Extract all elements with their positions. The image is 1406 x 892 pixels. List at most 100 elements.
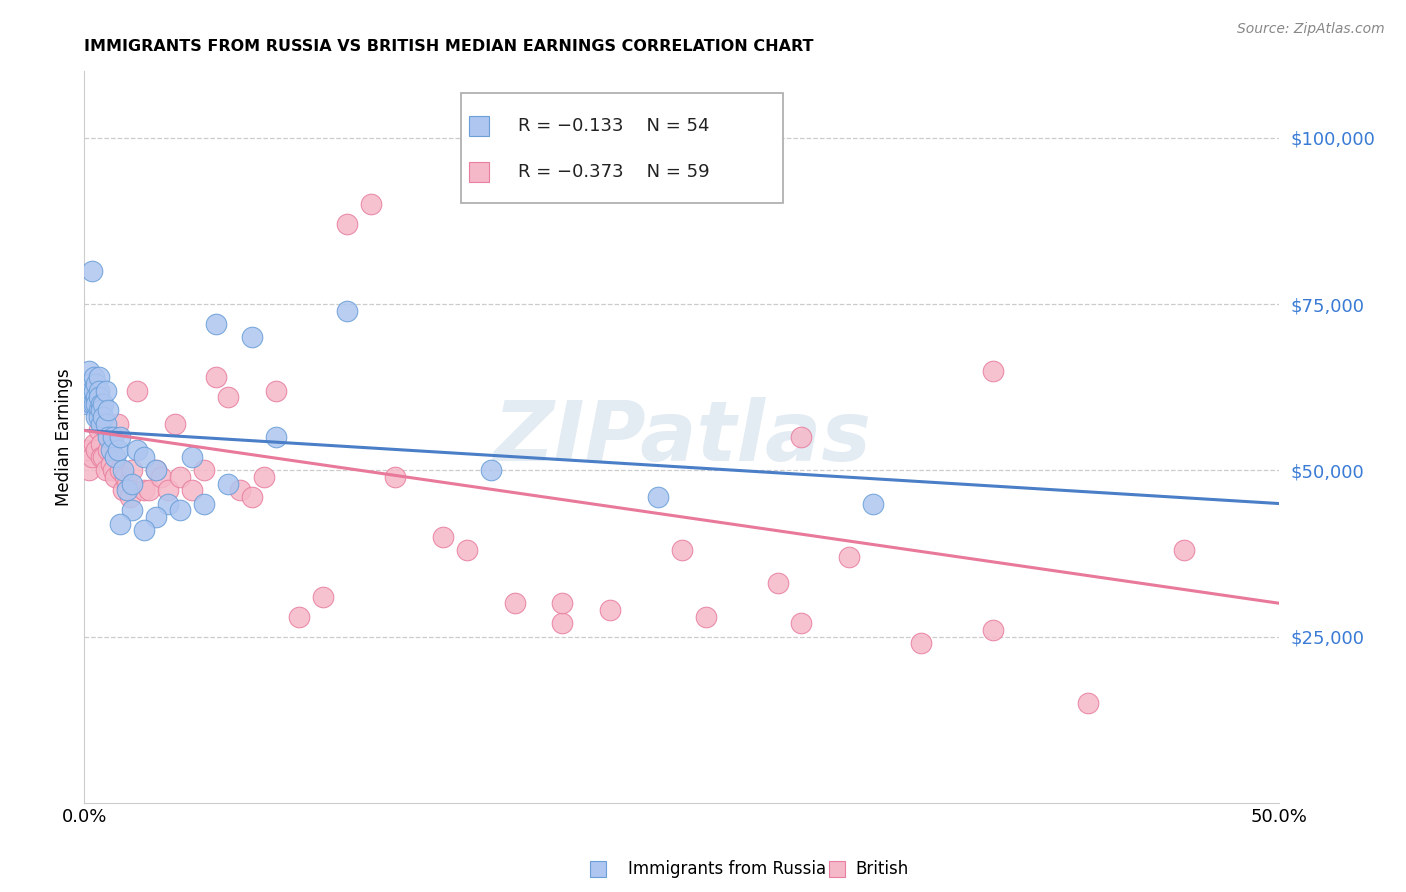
Point — [101, 430, 124, 444]
Point — [83, 384, 105, 398]
Point — [97, 403, 120, 417]
Point — [157, 483, 180, 498]
Point — [86, 390, 108, 404]
Point — [117, 483, 139, 498]
Point — [169, 470, 191, 484]
Point — [94, 463, 117, 477]
Point — [90, 403, 112, 417]
Point — [312, 590, 335, 604]
Point — [121, 463, 143, 477]
Point — [181, 483, 204, 498]
Point — [695, 609, 717, 624]
Point — [217, 390, 239, 404]
Point — [456, 543, 478, 558]
Point — [77, 463, 100, 477]
Point — [145, 463, 167, 477]
Point — [205, 317, 228, 331]
Point — [90, 450, 112, 464]
Point — [790, 616, 813, 631]
Point — [1077, 696, 1099, 710]
Point — [100, 443, 122, 458]
Point — [86, 376, 108, 391]
Point — [86, 410, 108, 425]
Point — [94, 417, 117, 431]
Text: ZIPatlas: ZIPatlas — [494, 397, 870, 477]
Point — [87, 370, 110, 384]
Point — [384, 470, 406, 484]
Point — [83, 397, 105, 411]
Point — [981, 623, 1004, 637]
Point — [503, 596, 526, 610]
Point — [240, 490, 263, 504]
Point — [111, 483, 134, 498]
Point — [862, 497, 884, 511]
Point — [671, 543, 693, 558]
Point — [229, 483, 252, 498]
Point — [90, 436, 112, 450]
Point — [86, 443, 108, 458]
Text: Source: ZipAtlas.com: Source: ZipAtlas.com — [1237, 22, 1385, 37]
Point — [145, 509, 167, 524]
Point — [94, 384, 117, 398]
Point — [101, 463, 124, 477]
Point — [97, 430, 120, 444]
Text: R = −0.133    N = 54: R = −0.133 N = 54 — [519, 117, 710, 136]
Point — [77, 363, 100, 377]
Point — [93, 450, 115, 464]
Point — [132, 483, 156, 498]
Point — [336, 303, 359, 318]
Point — [77, 376, 100, 391]
Point — [87, 390, 110, 404]
Point — [647, 490, 669, 504]
Point — [110, 463, 132, 477]
Point — [80, 397, 103, 411]
Text: IMMIGRANTS FROM RUSSIA VS BRITISH MEDIAN EARNINGS CORRELATION CHART: IMMIGRANTS FROM RUSSIA VS BRITISH MEDIAN… — [84, 38, 814, 54]
Point — [132, 450, 156, 464]
Point — [110, 430, 132, 444]
Point — [432, 530, 454, 544]
Point — [76, 397, 98, 411]
Y-axis label: Median Earnings: Median Earnings — [55, 368, 73, 506]
Point — [479, 463, 502, 477]
Point — [205, 370, 228, 384]
Point — [766, 576, 789, 591]
FancyBboxPatch shape — [461, 94, 783, 203]
Point — [264, 384, 287, 398]
Point — [87, 403, 110, 417]
Point — [181, 450, 204, 464]
Point — [86, 397, 108, 411]
Point — [90, 417, 112, 431]
Point — [169, 503, 191, 517]
Point — [100, 457, 122, 471]
Point — [217, 476, 239, 491]
Text: Immigrants from Russia: Immigrants from Russia — [628, 860, 827, 878]
Point — [83, 436, 105, 450]
Point — [80, 384, 103, 398]
Point — [87, 424, 110, 438]
Point — [193, 463, 215, 477]
Point — [118, 490, 141, 504]
Point — [790, 430, 813, 444]
Point — [80, 450, 103, 464]
Point — [360, 197, 382, 211]
Point — [157, 497, 180, 511]
Point — [121, 476, 143, 491]
Point — [910, 636, 932, 650]
Point — [145, 463, 167, 477]
Point — [599, 603, 621, 617]
Point — [138, 483, 160, 498]
Point — [93, 397, 115, 411]
Point — [87, 410, 110, 425]
Point — [83, 370, 105, 384]
Point — [121, 503, 143, 517]
Point — [288, 609, 311, 624]
Point — [114, 470, 136, 484]
Point — [80, 264, 103, 278]
Point — [551, 616, 574, 631]
Point — [193, 497, 215, 511]
Point — [551, 596, 574, 610]
Point — [125, 443, 148, 458]
Point — [76, 443, 98, 458]
Point — [838, 549, 860, 564]
Point — [981, 363, 1004, 377]
